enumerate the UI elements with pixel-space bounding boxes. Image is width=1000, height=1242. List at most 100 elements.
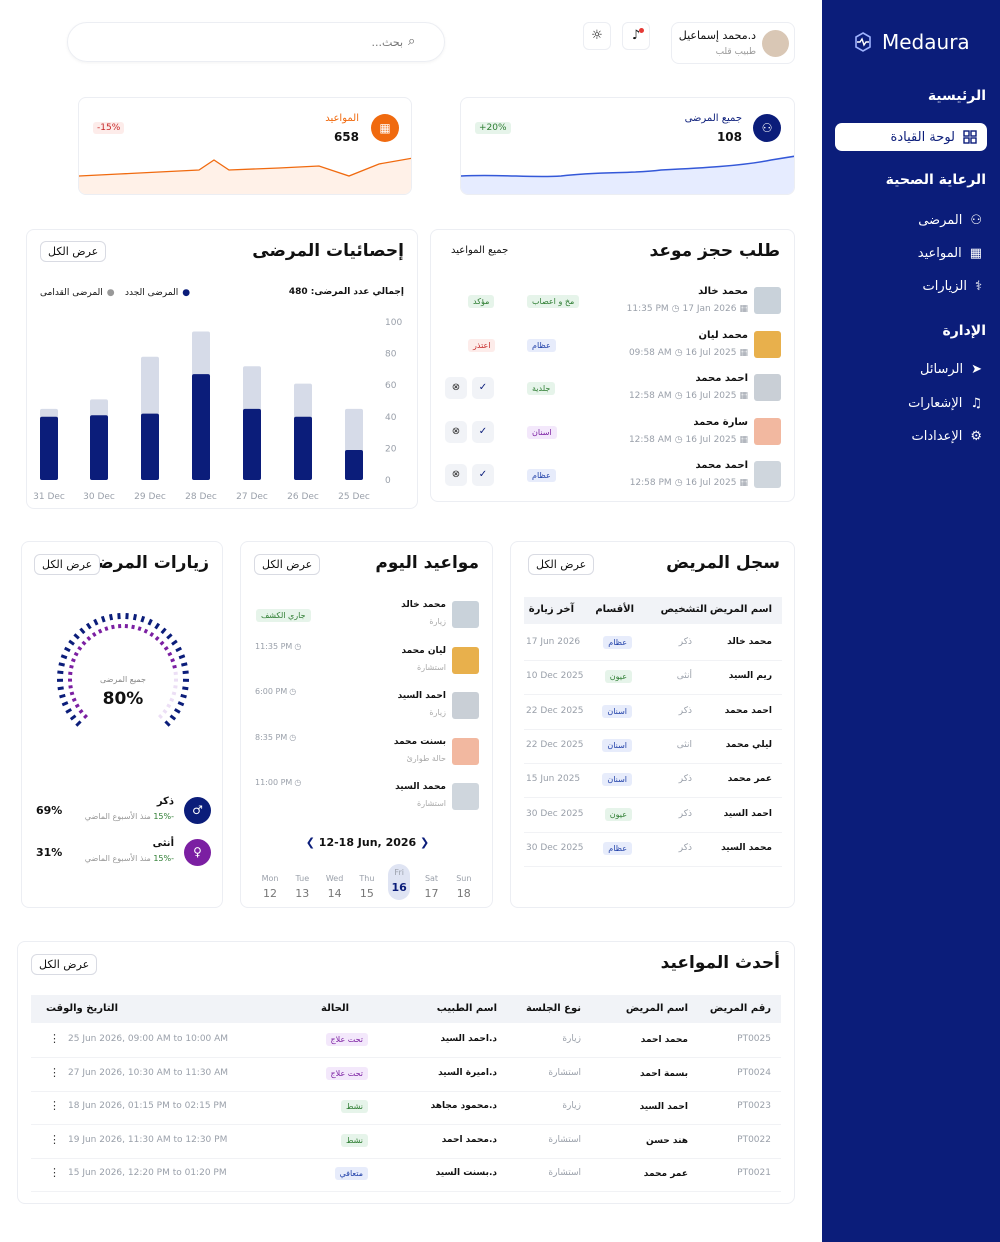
table-row[interactable]: عمر محمد ذكر اسنان 15 Jun 2025 xyxy=(524,764,782,799)
day-cell[interactable]: Thu 15 xyxy=(356,864,378,900)
sidebar-item-messages[interactable]: ➤ الرسائل xyxy=(920,362,982,377)
gauge-tick xyxy=(132,613,138,621)
bar-new-patients[interactable] xyxy=(243,408,261,480)
stat-card-patients: ⚇ جميع المرضى 108 +20% xyxy=(460,97,795,195)
gauge-tick xyxy=(60,654,68,660)
row-menu-icon[interactable]: ⋮ xyxy=(49,1065,60,1079)
row-menu-icon[interactable]: ⋮ xyxy=(49,1032,60,1045)
bar-new-patients[interactable] xyxy=(90,415,108,480)
appointment-row[interactable]: ليان محمد استشارة 11:35 PM ◷ xyxy=(241,642,494,680)
table-row[interactable]: PT0021 عمر محمد استشارة د.بسنت السيد متعافي 1… xyxy=(31,1159,781,1193)
patient-avatar xyxy=(754,330,781,358)
day-cell[interactable]: Sun 18 xyxy=(453,864,475,900)
approve-button[interactable]: ✓ xyxy=(472,377,494,399)
bar-new-patients[interactable] xyxy=(192,374,210,480)
table-row[interactable]: PT0024 بسمة احمد استشارة د.اميرة السيد تحت ع… xyxy=(31,1059,781,1092)
approve-button[interactable]: ✓ xyxy=(472,464,494,486)
patient-name: احمد السيد xyxy=(723,808,772,819)
approve-button[interactable]: ✓ xyxy=(472,420,494,443)
booking-row[interactable]: سارة محمد 12:58 AM ◷ 16 Jul 2025 ▦ اسنان ✓ ⊗ xyxy=(431,416,796,452)
sun-icon: ☼ xyxy=(591,28,603,43)
booking-time: 09:58 AM xyxy=(628,347,672,358)
table-row[interactable]: احمد محمد ذكر اسنان 22 Dec 2025 xyxy=(524,696,782,730)
stat-change: +20% xyxy=(475,122,511,134)
department-badge: عظام xyxy=(527,338,556,352)
sidebar-item-notifications[interactable]: ♫ الإشعارات xyxy=(908,396,982,411)
day-cell[interactable]: Mon 12 xyxy=(259,864,281,900)
appointment-row[interactable]: محمد السيد استشارة 11:00 PM ◷ xyxy=(241,778,494,816)
gauge-tick xyxy=(100,615,106,623)
column-header: الأقسام xyxy=(595,604,634,615)
user-profile[interactable]: د.محمد إسماعيل طبيب قلب xyxy=(671,22,795,64)
search-input[interactable] xyxy=(88,32,403,52)
all-appointments-link[interactable]: جميع المواعيد xyxy=(451,245,509,256)
appointment-row[interactable]: بسنت محمد حالة طوارئ 8:35 PM ◷ xyxy=(241,733,494,771)
table-row[interactable]: PT0023 احمد السيد زيارة د.محمود مجاهد نشط 18 … xyxy=(31,1092,781,1126)
bar-new-patients[interactable] xyxy=(141,413,159,480)
view-all-button[interactable]: عرض الكل xyxy=(31,954,98,975)
patient-name: محمد السيد xyxy=(395,782,446,792)
brand-logo[interactable]: Medaura xyxy=(852,30,970,54)
sidebar-item-settings[interactable]: ⚙ الإعدادات xyxy=(911,429,982,444)
user-role: طبيب قلب xyxy=(715,47,756,57)
view-all-button[interactable]: عرض الكل xyxy=(34,554,101,575)
day-cell[interactable]: Sat 17 xyxy=(421,864,443,900)
table-row[interactable]: PT0025 محمد احمد زيارة د.احمد السيد تحت علاج… xyxy=(31,1025,781,1058)
day-cell[interactable]: Tue 13 xyxy=(291,864,313,900)
sidebar-item-appointments[interactable]: ▦ المواعيد xyxy=(918,246,982,261)
status-badge: اعتذر xyxy=(468,338,496,352)
table-row[interactable]: محمد السيد ذكر عظام 30 Dec 2025 xyxy=(524,833,782,867)
gauge-tick xyxy=(167,651,173,657)
booking-row[interactable]: احمد محمد 12:58 PM ◷ 16 Jul 2025 ▦ عظام ✓ ⊗ xyxy=(431,459,796,495)
bar-new-patients[interactable] xyxy=(294,416,312,480)
department-badge: اسنان xyxy=(527,425,557,439)
y-tick-label: 80 xyxy=(385,350,397,360)
table-row[interactable]: ريم السيد أنثى عيون 10 Dec 2025 xyxy=(524,661,782,696)
sidebar-item-visits[interactable]: ⚕ الزيارات xyxy=(923,279,983,294)
prev-week-icon[interactable]: ❮ xyxy=(305,836,315,849)
gauge-tick xyxy=(61,701,69,707)
row-menu-icon[interactable]: ⋮ xyxy=(49,1099,60,1113)
column-header: التاريخ والوقت xyxy=(45,1003,118,1014)
female-change: -15% xyxy=(153,854,174,863)
next-week-icon[interactable]: ❯ xyxy=(420,836,430,849)
sidebar-item-dashboard[interactable]: لوحة القيادة xyxy=(835,123,987,151)
day-cell[interactable]: Wed 14 xyxy=(324,864,346,900)
day-name: Fri xyxy=(394,868,404,877)
theme-toggle-button[interactable]: ☼ xyxy=(583,22,611,50)
bar-new-patients[interactable] xyxy=(40,416,58,480)
reject-button[interactable]: ⊗ xyxy=(445,377,467,399)
gauge-tick xyxy=(75,720,82,727)
view-all-button[interactable]: عرض الكل xyxy=(528,554,595,575)
gauge-tick xyxy=(182,670,189,675)
patient-records-card: سجل المريض عرض الكل اسم المريض التشخيص الأ… xyxy=(510,541,795,908)
appointment-row[interactable]: احمد السيد زيارة 6:00 PM ◷ xyxy=(241,687,494,725)
table-row[interactable]: محمد خالد ذكر عظام 17 Jun 2026 xyxy=(524,627,782,661)
day-number: 16 xyxy=(391,881,407,894)
booking-row[interactable]: محمد خالد 11:35 PM ◷ 17 Jan 2026 ▦ مخ و اعصاب… xyxy=(431,285,796,321)
table-row[interactable]: احمد السيد ذكر عيون 30 Dec 2025 xyxy=(524,799,782,833)
gauge-tick xyxy=(74,703,80,709)
appointment-row[interactable]: محمد خالد زيارة جاري الكشف xyxy=(241,598,494,634)
booking-row[interactable]: محمد ليان 09:58 AM ◷ 16 Jul 2025 ▦ عظام اعتذر xyxy=(431,329,796,365)
table-row[interactable]: PT0022 هند حسن استشارة د.محمد احمد نشط 19 Jun… xyxy=(31,1126,781,1159)
notification-button[interactable]: ♪ xyxy=(622,22,650,50)
reject-button[interactable]: ⊗ xyxy=(445,420,467,443)
bell-icon: ♫ xyxy=(970,396,982,411)
sidebar-item-patients[interactable]: ⚇ المرضى xyxy=(918,213,982,228)
view-all-button[interactable]: عرض الكل xyxy=(254,554,321,575)
patient-name: احمد السيد xyxy=(397,691,446,701)
booking-row[interactable]: احمد محمد 12:58 AM ◷ 16 Jul 2025 ▦ جلدية ✓ ⊗ xyxy=(431,372,796,408)
table-row[interactable]: ليلي محمد انثى اسنان 22 Dec 2025 xyxy=(524,730,782,764)
row-menu-icon[interactable]: ⋮ xyxy=(49,1166,60,1180)
last-visit: 22 Dec 2025 xyxy=(526,705,584,716)
appointment-time: 6:00 PM ◷ xyxy=(255,687,296,696)
day-cell[interactable]: Fri 16 xyxy=(388,864,411,900)
close-icon: ⊗ xyxy=(451,425,461,437)
row-menu-icon[interactable]: ⋮ xyxy=(49,1132,60,1146)
appointment-type: زيارة xyxy=(429,708,446,717)
search-box[interactable]: ⌕ xyxy=(67,22,445,62)
view-all-button[interactable]: عرض الكل xyxy=(40,241,107,262)
bar-new-patients[interactable] xyxy=(345,449,363,480)
reject-button[interactable]: ⊗ xyxy=(445,464,467,486)
